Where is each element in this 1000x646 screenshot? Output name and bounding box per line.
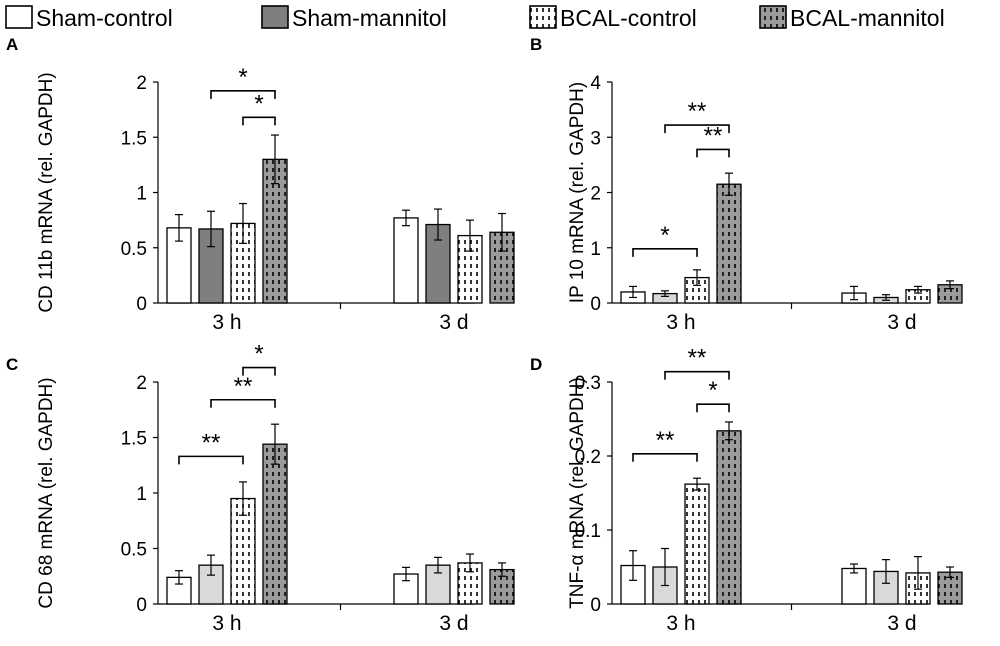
panel-d: D TNF-α mRNA (rel. GAPDH) 0 0.1 0.2 0.3 3 h 3 d… [530,345,963,635]
y-axis-label: IP 10 mRNA (rel. GAPDH) [567,82,588,303]
bar-bcal-mannitol [716,430,742,605]
significance-label: * [238,64,247,91]
significance-label: * [254,90,263,117]
y-tick-label: 4 [590,73,601,94]
significance-bracket [632,452,698,462]
legend-label-sham-mannitol: Sham-mannitol [292,5,447,31]
significance-label: ** [656,427,675,454]
legend-swatch-sham-control [5,5,33,29]
legend-label-bcal-mannitol: BCAL-mannitol [790,5,945,31]
x-category-label: 3 d [439,311,468,334]
y-tick-label: 3 [590,128,601,149]
bar-bcal-control [457,562,483,605]
significance-bracket [696,403,730,413]
y-tick-label: 1.5 [121,128,147,149]
panel-letter: C [6,355,18,374]
legend-swatch-bcal-control [529,5,557,29]
y-tick-label: 0 [136,595,147,616]
significance-label: ** [688,98,707,125]
significance-bracket [242,116,276,126]
legend: Sham-control Sham-mannitol BCAL-control BCA… [5,5,945,31]
panel-a: A CD 11b mRNA (rel. GAPDH) 0 0.5 1 1.5 2 3 h 3 d… [6,35,515,334]
bar-sham-control [841,567,867,605]
y-tick-label: 0 [590,294,601,315]
bar-bcal-control [230,497,256,605]
significance-label: * [660,222,669,249]
bar-sham-control [393,217,419,304]
significance-label: ** [202,429,221,456]
significance-bracket [632,248,698,257]
legend-label-bcal-control: BCAL-control [560,5,697,31]
bar-bcal-control [684,483,710,605]
x-category-label: 3 h [666,612,695,635]
significance-bracket [664,370,730,380]
significance-bracket [696,148,730,158]
panel-c: C CD 68 mRNA (rel. GAPDH) 0 0.5 1 1.5 2 3 h 3 d *… [6,341,515,635]
significance-bracket [178,455,244,465]
bar-bcal-mannitol [262,443,288,605]
x-category-label: 3 h [212,311,241,334]
significance-bracket [210,90,276,99]
y-tick-label: 2 [590,184,601,205]
y-tick-label: 0.1 [575,521,601,542]
x-category-label: 3 h [666,311,695,334]
significance-label: * [708,377,717,404]
panel-letter: D [530,355,542,374]
bar-bcal-control [230,222,256,304]
y-tick-label: 0.5 [121,540,147,561]
y-tick-label: 1 [136,484,147,505]
legend-swatch-bcal-mannitol [759,5,787,29]
significance-label: * [254,341,263,368]
x-category-label: 3 d [439,612,468,635]
y-tick-label: 0.2 [575,447,601,468]
significance-bracket [210,398,276,408]
x-category-label: 3 d [887,311,916,334]
y-axis-label: TNF-α mRNA (rel. GAPDH) [567,377,588,609]
x-category-label: 3 h [212,612,241,635]
panel-letter: A [6,35,18,54]
y-axis-label: CD 11b mRNA (rel. GAPDH) [36,72,57,312]
y-tick-label: 1 [590,239,601,260]
y-tick-label: 0.5 [121,239,147,260]
significance-label: ** [704,122,723,149]
significance-bracket [664,124,730,134]
y-tick-label: 0 [136,294,147,315]
significance-label: ** [234,373,253,400]
y-tick-label: 2 [136,373,147,394]
y-axis-label: CD 68 mRNA (rel. GAPDH) [36,377,57,608]
y-tick-label: 1.5 [121,429,147,450]
legend-swatch-sham-mannitol [261,5,289,29]
bar-sham-control [393,573,419,605]
y-tick-label: 0 [590,595,601,616]
panel-letter: B [530,35,542,54]
bar-sham-mannitol [425,223,451,304]
bar-bcal-mannitol [716,183,742,304]
panels: A CD 11b mRNA (rel. GAPDH) 0 0.5 1 1.5 2 3 h 3 d… [6,35,963,635]
y-tick-label: 0.3 [575,373,601,394]
y-tick-label: 2 [136,73,147,94]
y-tick-label: 1 [136,184,147,205]
significance-bracket [242,366,276,376]
legend-label-sham-control: Sham-control [36,5,173,31]
x-category-label: 3 d [887,612,916,635]
significance-label: ** [688,345,707,372]
